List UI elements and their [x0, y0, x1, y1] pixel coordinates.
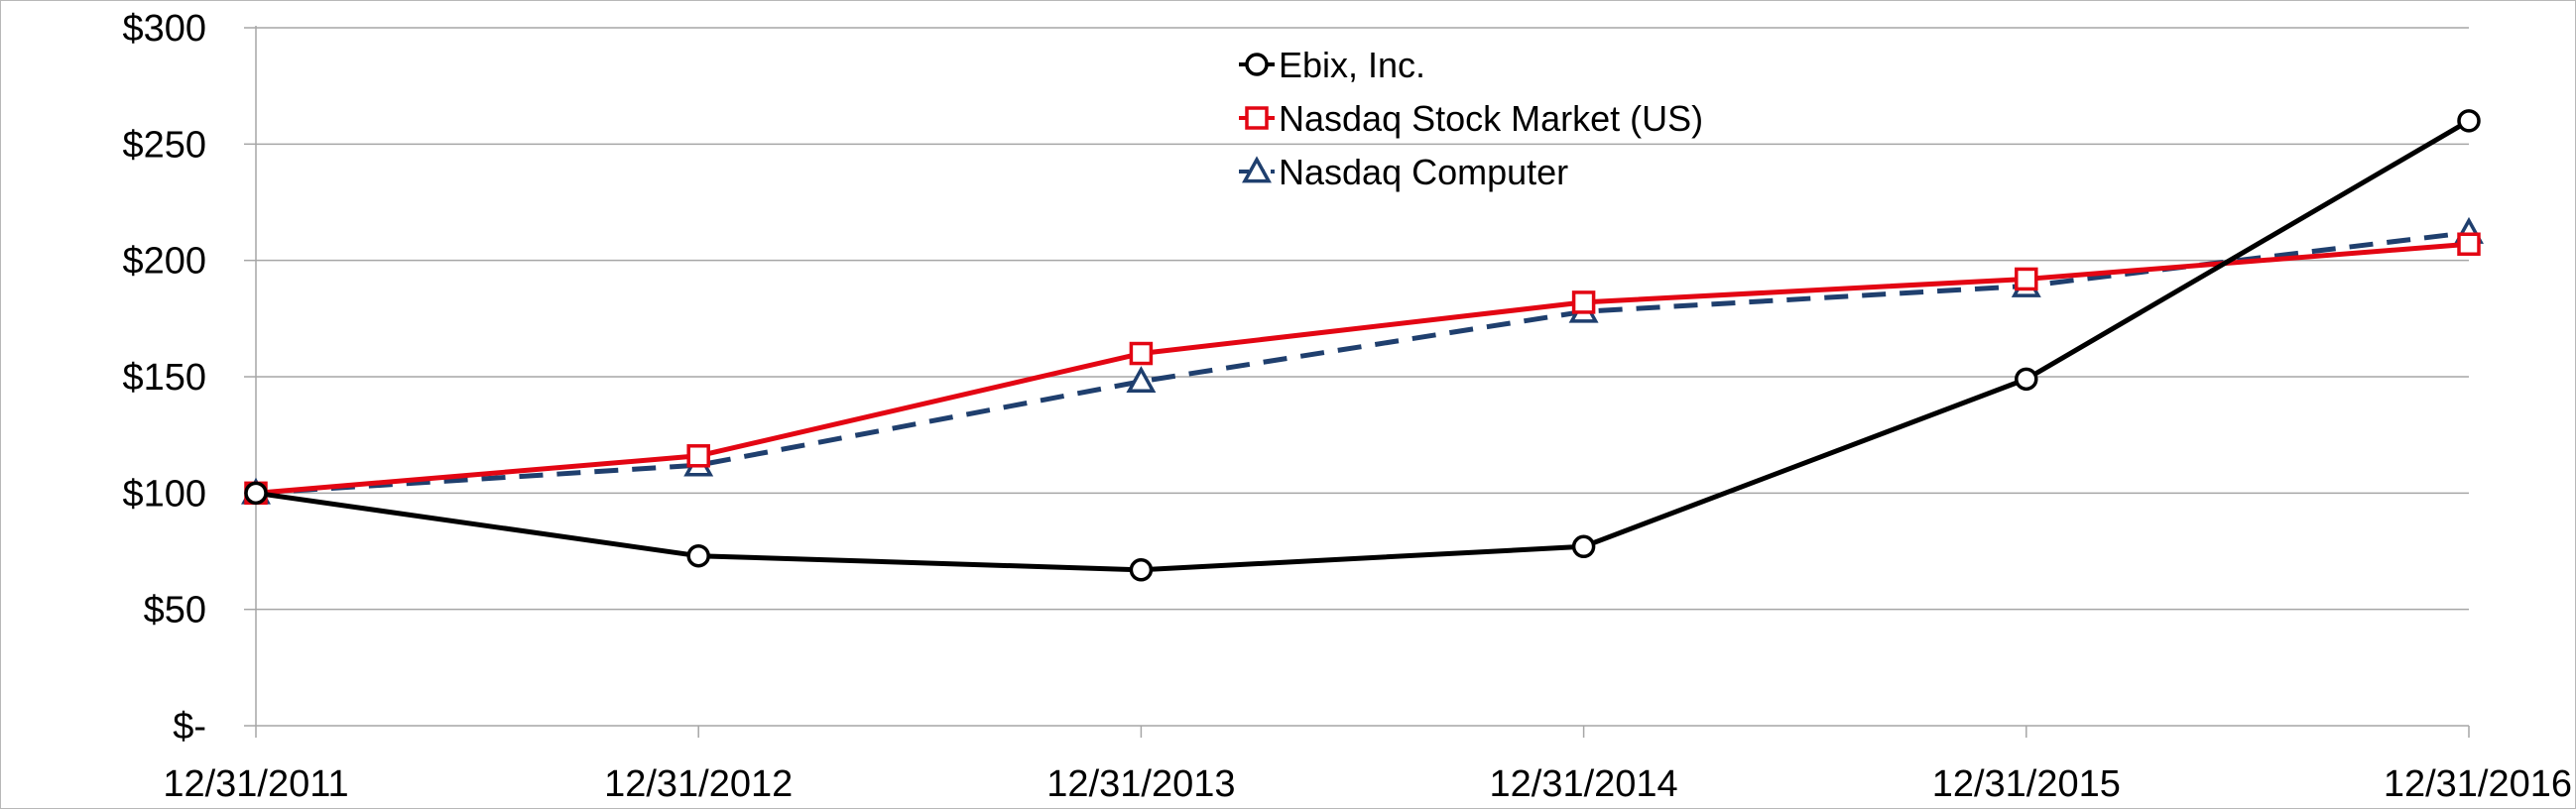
- y-tick-label: $50: [144, 590, 206, 632]
- data-point: [686, 543, 710, 568]
- series-line: [255, 241, 2470, 496]
- legend-entry: Nasdaq Stock Market (US): [1239, 98, 1703, 139]
- data-point: [2457, 109, 2481, 133]
- x-tick-label: 12/31/2016: [2384, 763, 2572, 805]
- y-tick-label: $100: [122, 473, 206, 515]
- y-tick-label: $150: [122, 357, 206, 399]
- x-tick-label: 12/31/2014: [1490, 763, 1678, 805]
- data-point: [2457, 232, 2481, 256]
- y-tick-label: $250: [122, 124, 206, 166]
- series-line: [255, 118, 2471, 573]
- data-point: [2015, 267, 2038, 291]
- data-point: [1129, 558, 1154, 582]
- axes: $- $50 $100 $150 $200 $250 $300 12/31/2011 12/31…: [122, 8, 2572, 805]
- series-line: [255, 230, 2470, 496]
- legend-marker: [1242, 156, 1272, 183]
- y-tick-label: $200: [122, 241, 206, 283]
- x-tick-label: 12/31/2015: [1932, 763, 2121, 805]
- legend-entry: Ebix, Inc.: [1239, 45, 1425, 85]
- x-tick-label: 12/31/2013: [1046, 763, 1235, 805]
- x-tick-label: 12/31/2012: [604, 763, 793, 805]
- data-point: [2015, 367, 2038, 392]
- legend-label: Ebix, Inc.: [1279, 45, 1425, 85]
- series-0: [244, 109, 2481, 582]
- data-point: [1571, 534, 1596, 559]
- data-point: [244, 481, 268, 506]
- legend-label: Nasdaq Stock Market (US): [1279, 98, 1703, 139]
- legend-entry: Nasdaq Computer: [1239, 152, 1568, 192]
- series-group: [241, 109, 2484, 582]
- data-point: [1126, 366, 1157, 394]
- data-point: [686, 444, 710, 468]
- legend: Ebix, Inc. Nasdaq Stock Market (US) Nasdaq…: [1239, 45, 1703, 192]
- data-point: [1129, 341, 1154, 366]
- series-1: [244, 232, 2481, 506]
- data-point: [1571, 290, 1596, 314]
- y-tick-label: $-: [173, 706, 206, 748]
- legend-marker: [1245, 53, 1269, 76]
- series-2: [241, 216, 2484, 505]
- x-tick-label: 12/31/2011: [163, 763, 348, 805]
- y-tick-label: $300: [122, 8, 206, 50]
- legend-marker: [1245, 106, 1269, 130]
- gridlines: [256, 27, 2469, 611]
- legend-label: Nasdaq Computer: [1279, 152, 1568, 192]
